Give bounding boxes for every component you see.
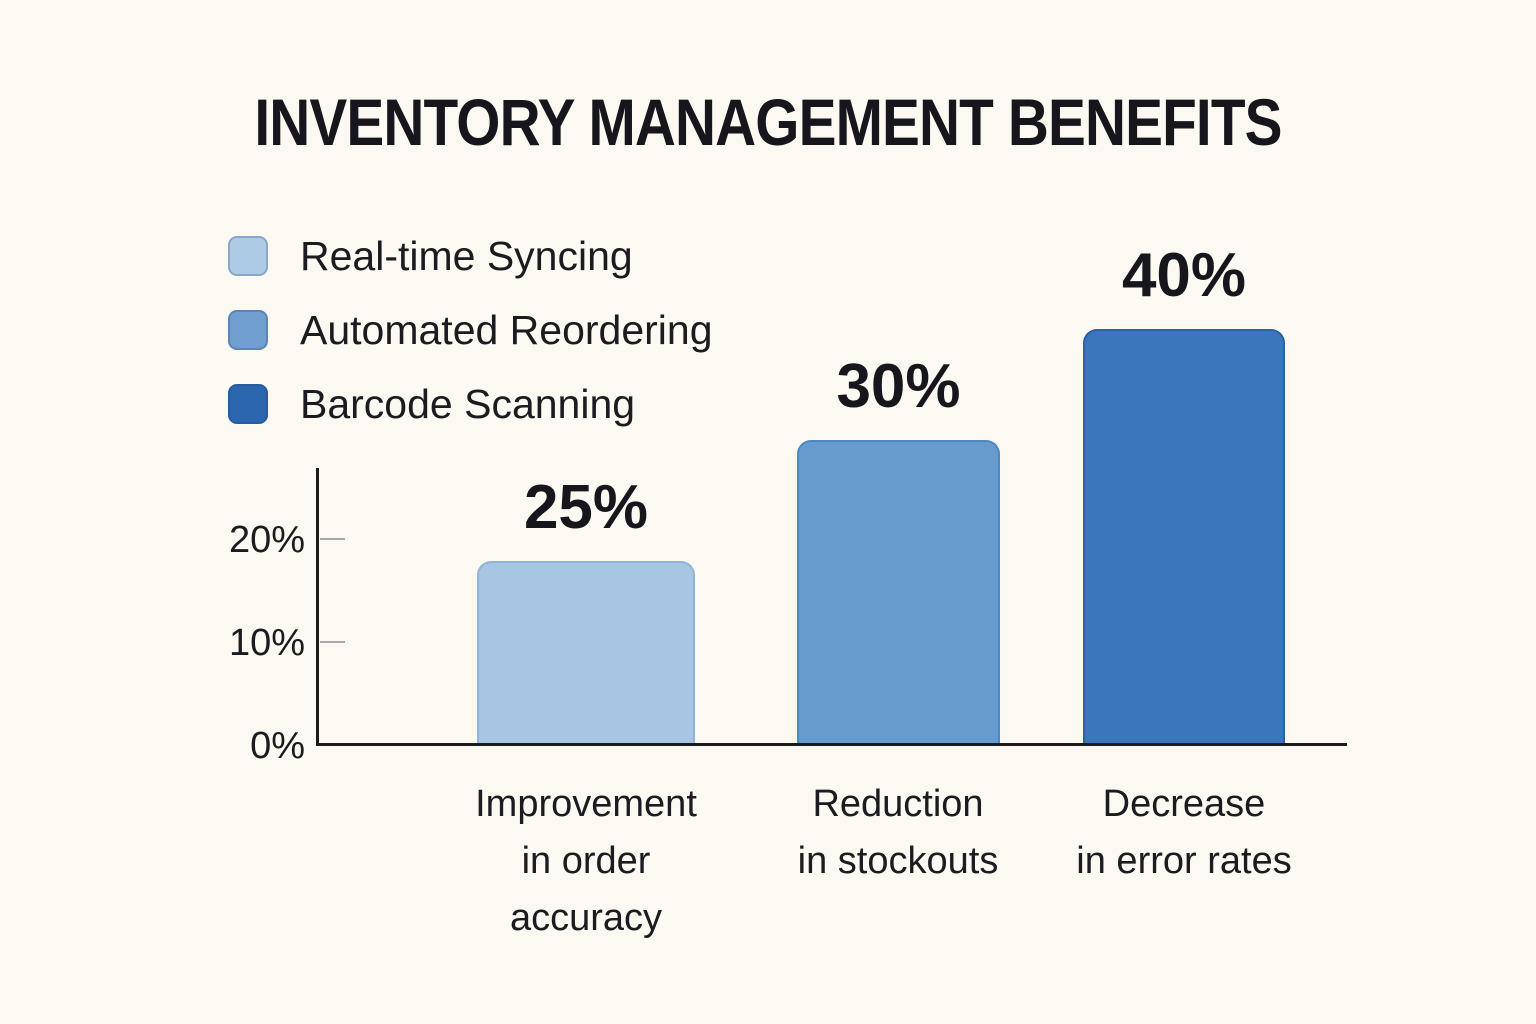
x-axis-label-order-accuracy: Improvement in order accuracy <box>475 783 697 939</box>
legend-label: Automated Reordering <box>300 306 713 353</box>
bar-improvement-in-order-accuracy <box>477 561 695 743</box>
legend-item-real-time-syncing: Real-time Syncing <box>228 232 713 279</box>
y-tick-mark-10 <box>320 641 345 643</box>
legend-label: Real-time Syncing <box>300 232 633 279</box>
bar-value-label-order-accuracy: 25% <box>523 473 649 542</box>
legend-item-automated-reordering: Automated Reordering <box>228 306 713 353</box>
legend-swatch-light-blue-icon <box>228 236 268 276</box>
legend-item-barcode-scanning: Barcode Scanning <box>228 380 713 427</box>
x-axis-line <box>316 743 1347 746</box>
x-axis-label-error-rates: Decrease in error rates <box>1076 783 1292 882</box>
bar-value-label-error-rates: 40% <box>1121 241 1247 310</box>
bar-decrease-in-error-rates <box>1083 329 1285 743</box>
y-tick-label-20: 20% <box>228 519 305 561</box>
legend-swatch-medium-blue-icon <box>228 310 268 350</box>
chart-title: INVENTORY MANAGEMENT BENEFITS <box>254 85 1282 159</box>
y-tick-label-10: 10% <box>228 622 305 664</box>
x-axis-label-stockouts: Reduction in stockouts <box>797 783 999 882</box>
y-tick-mark-20 <box>320 538 345 540</box>
bar-value-label-stockouts: 30% <box>836 352 961 421</box>
bar-reduction-in-stockouts <box>797 440 1000 743</box>
legend-label: Barcode Scanning <box>300 380 636 427</box>
y-tick-label-0: 0% <box>250 725 305 767</box>
legend-swatch-dark-blue-icon <box>228 384 268 424</box>
y-axis-line <box>316 468 319 746</box>
chart-legend: Real-time Syncing Automated Reordering B… <box>228 232 713 457</box>
